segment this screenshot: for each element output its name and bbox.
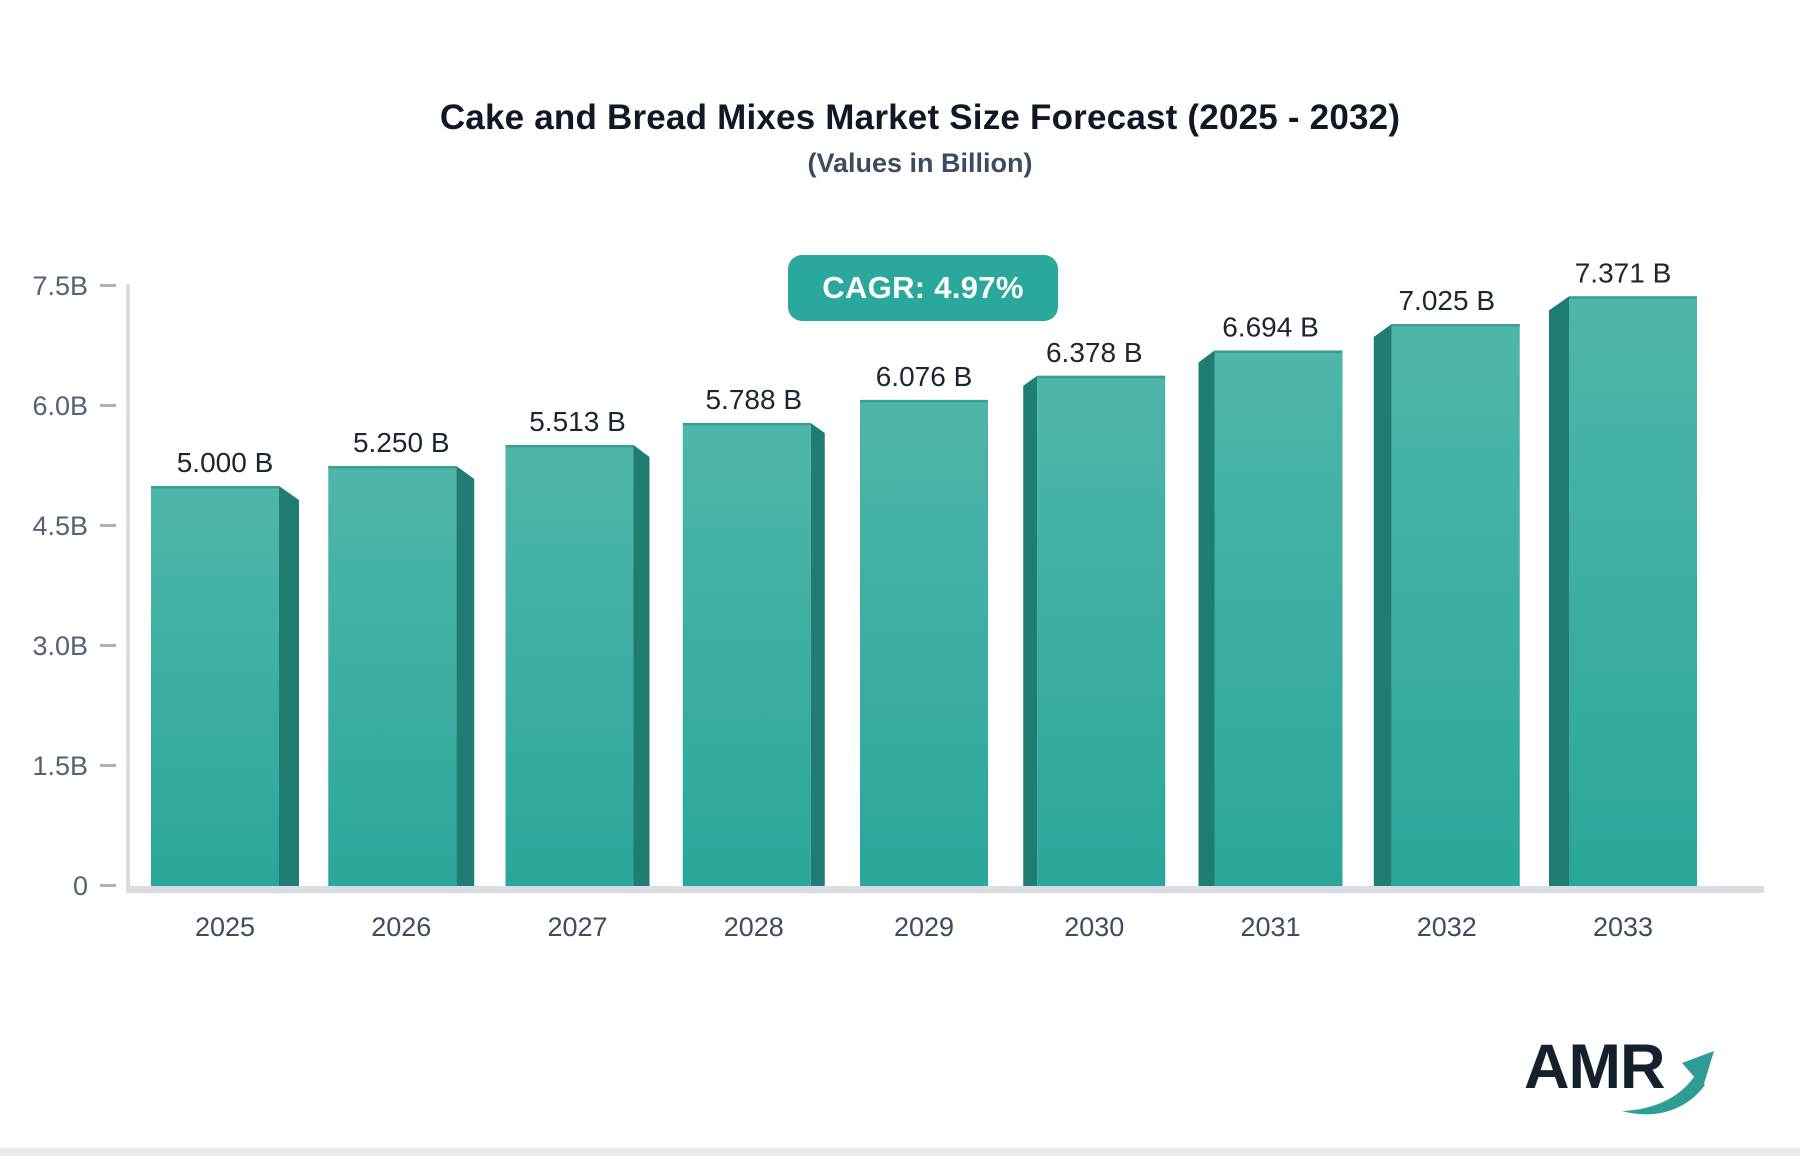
bar-group xyxy=(1023,375,1166,886)
bar-top-rim xyxy=(682,422,811,426)
bar-side-face xyxy=(1023,375,1038,886)
bar-side-face xyxy=(633,444,650,886)
x-axis-label: 2028 xyxy=(724,912,784,942)
bar-top-rim xyxy=(1391,324,1520,327)
y-axis-tick xyxy=(100,884,116,887)
bar-group xyxy=(682,422,825,886)
bar-value-label: 5.513 B xyxy=(529,406,626,437)
bar-value-label: 7.371 B xyxy=(1575,257,1672,288)
bar-top-rim xyxy=(860,399,988,403)
y-axis-tick xyxy=(100,764,116,767)
amr-logo: AMR xyxy=(1500,1025,1760,1135)
bar-top-rim xyxy=(505,444,634,448)
bar-front-face xyxy=(1569,296,1697,886)
x-axis-label: 2026 xyxy=(371,912,431,942)
bar-group xyxy=(860,399,988,886)
bar-front-face xyxy=(1391,324,1520,886)
x-axis-label: 2031 xyxy=(1240,912,1300,942)
y-axis-tick-label: 0 xyxy=(73,871,88,901)
bar-value-label: 5.250 B xyxy=(353,427,450,458)
bar-top-rim xyxy=(151,486,279,489)
bar-group xyxy=(1549,296,1697,886)
x-axis-line xyxy=(126,886,1764,893)
x-axis-label: 2032 xyxy=(1417,912,1477,942)
bar-front-face xyxy=(505,444,634,886)
bar-top-rim xyxy=(1037,375,1166,379)
y-axis-tick-label: 6.0B xyxy=(32,391,88,421)
y-axis-tick xyxy=(100,404,116,407)
y-axis-tick-label: 7.5B xyxy=(32,271,88,301)
cagr-badge-label: CAGR: 4.97% xyxy=(822,270,1024,305)
chart-title: Cake and Bread Mixes Market Size Forecas… xyxy=(439,98,1401,137)
chart-subtitle: (Values in Billion) xyxy=(807,148,1033,178)
bar-top-rim xyxy=(1569,296,1697,299)
y-axis-tick-label: 1.5B xyxy=(32,751,88,781)
bar-top-rim xyxy=(328,466,457,469)
bar-front-face xyxy=(1214,350,1343,887)
x-axis-label: 2030 xyxy=(1064,912,1124,942)
cagr-badge: CAGR: 4.97% xyxy=(788,255,1058,321)
bottom-border xyxy=(0,1148,1800,1156)
bar-group xyxy=(151,486,299,886)
bar-side-face xyxy=(1198,350,1215,887)
x-axis-label: 2029 xyxy=(894,912,954,942)
x-axis-label: 2027 xyxy=(547,912,607,942)
y-axis-tick xyxy=(100,644,116,647)
bar-group xyxy=(1373,324,1520,886)
bar-group xyxy=(328,466,475,886)
bar-value-label: 5.788 B xyxy=(705,384,802,415)
bar-front-face xyxy=(151,486,279,886)
y-axis-tick-label: 3.0B xyxy=(32,631,88,661)
y-axis-tick xyxy=(100,284,116,287)
x-axis-label: 2025 xyxy=(195,912,255,942)
bar-value-label: 5.000 B xyxy=(177,447,274,478)
bar-top-rim xyxy=(1214,350,1343,353)
bar-side-face xyxy=(1549,296,1569,886)
bar-value-label: 6.694 B xyxy=(1222,311,1319,342)
bar-front-face xyxy=(682,422,811,886)
y-axis-line xyxy=(126,284,130,893)
bar-side-face xyxy=(279,486,299,886)
bar-value-label: 7.025 B xyxy=(1398,285,1495,316)
bar-front-face xyxy=(328,466,457,886)
bar-group xyxy=(505,444,650,886)
bar-value-label: 6.076 B xyxy=(876,361,973,392)
trend-arrow-icon xyxy=(1622,1051,1714,1115)
bar-front-face xyxy=(1037,375,1166,886)
y-axis-tick-label: 4.5B xyxy=(32,511,88,541)
bar-side-face xyxy=(1373,324,1392,886)
amr-logo-text: AMR xyxy=(1524,1032,1665,1102)
bar-value-label: 6.378 B xyxy=(1046,337,1143,368)
bar-group xyxy=(1198,350,1343,887)
x-axis-label: 2033 xyxy=(1593,912,1653,942)
bar-front-face xyxy=(860,399,988,886)
y-axis-tick xyxy=(100,524,116,527)
bar-side-face xyxy=(810,422,825,886)
bar-side-face xyxy=(456,466,475,886)
